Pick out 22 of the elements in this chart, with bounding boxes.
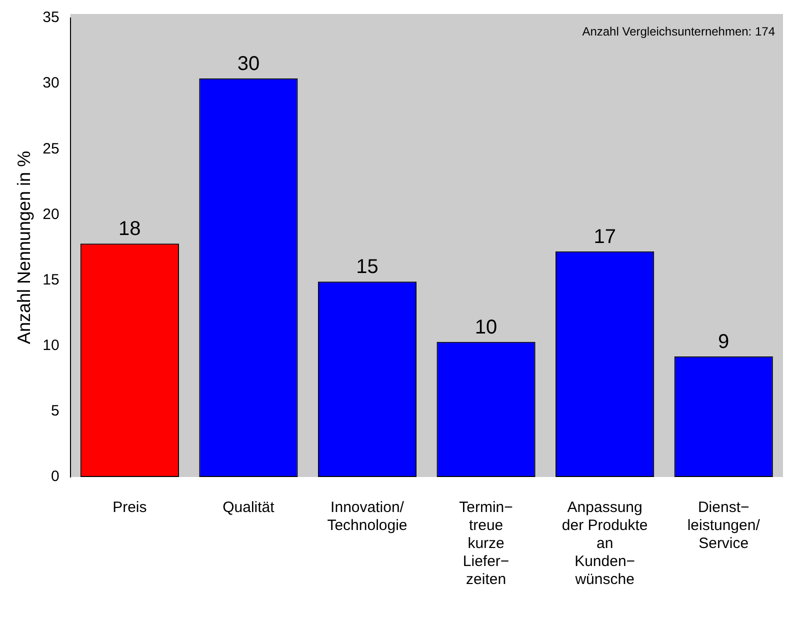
- y-tick-label: 20: [42, 206, 60, 223]
- annotation: Anzahl Vergleichsunternehmen: 174: [582, 24, 776, 38]
- y-tick-label: 10: [42, 337, 60, 354]
- data-label: 30: [237, 52, 260, 75]
- y-axis-title: Anzahl Nennungen in %: [14, 150, 34, 344]
- data-label: 10: [474, 316, 498, 338]
- y-tick-label: 35: [42, 9, 60, 26]
- x-tick-label: Termin− treue kurze Liefer− zeiten: [459, 499, 514, 588]
- x-tick-label: Qualität: [222, 499, 276, 516]
- x-tick-label: Preis: [112, 499, 147, 516]
- x-tick-label: Innovation/ Technologie: [327, 499, 408, 534]
- data-label: 15: [356, 256, 378, 278]
- y-tick-label: 15: [42, 271, 60, 288]
- data-label: 17: [594, 226, 616, 248]
- x-tick-label: Anpassung der Produkte an Kunden− wünsche: [562, 499, 648, 588]
- y-tick-label: 5: [50, 402, 60, 420]
- y-tick-label: 0: [50, 468, 60, 486]
- y-tick-label: 30: [42, 74, 60, 92]
- data-label: 18: [118, 218, 141, 240]
- data-label: 9: [718, 330, 730, 353]
- y-tick-label: 25: [42, 140, 60, 158]
- x-tick-label: Dienst− leistungen/ Service: [687, 499, 761, 552]
